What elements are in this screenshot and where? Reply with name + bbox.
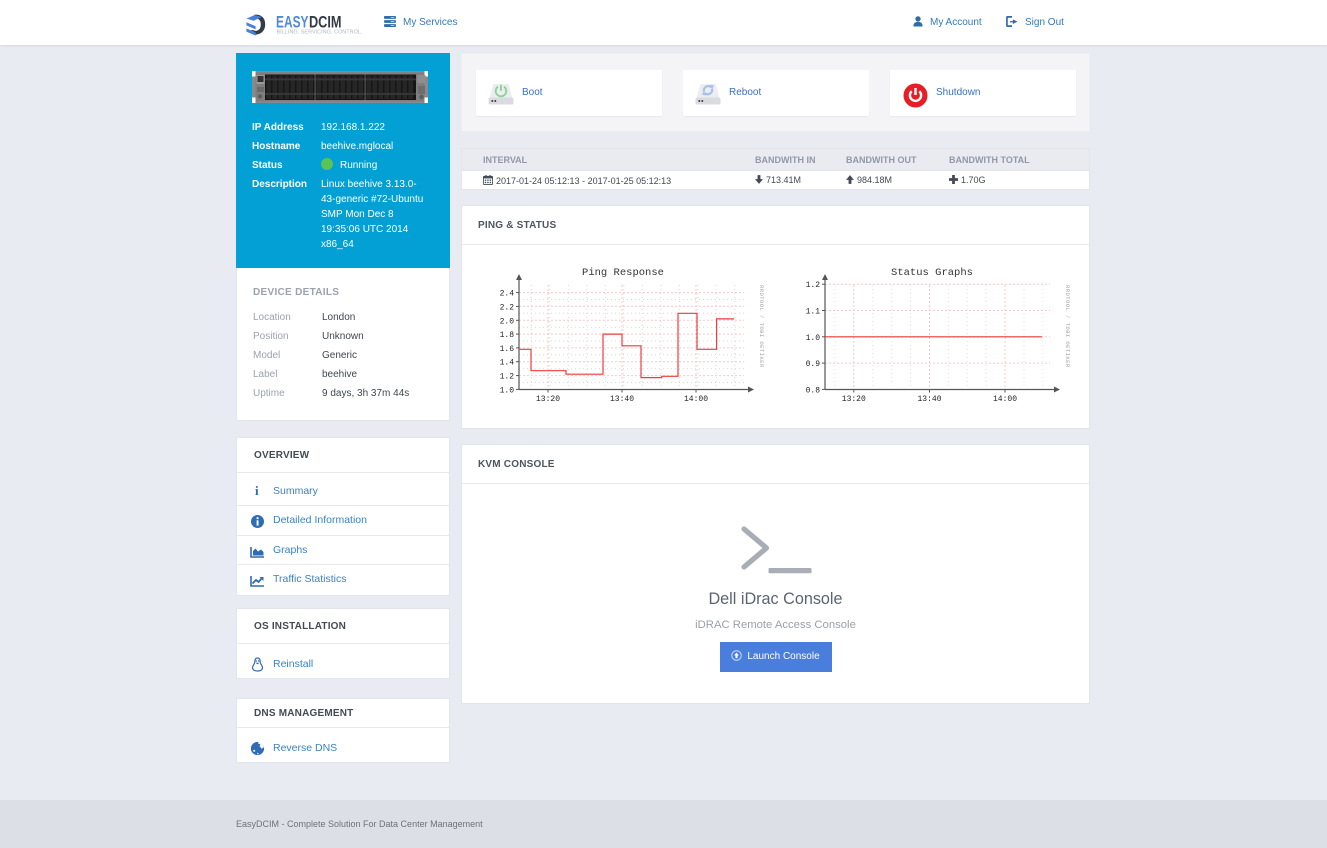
svg-text:RRDTOOL / TOBI OETIKER: RRDTOOL / TOBI OETIKER xyxy=(1064,285,1071,368)
svg-text:0.9: 0.9 xyxy=(806,360,821,369)
svg-text:13:40: 13:40 xyxy=(610,395,634,404)
svg-text:14:00: 14:00 xyxy=(993,395,1017,404)
svg-text:DCIM: DCIM xyxy=(309,13,342,31)
svg-text:Status Graphs: Status Graphs xyxy=(891,267,973,279)
svg-text:BILLING. SERVICING. CONTROL.: BILLING. SERVICING. CONTROL. xyxy=(277,30,363,36)
svg-text:1.0: 1.0 xyxy=(806,334,821,343)
svg-text:13:20: 13:20 xyxy=(842,395,866,404)
svg-text:2.0: 2.0 xyxy=(500,317,515,326)
svg-text:0.8: 0.8 xyxy=(806,386,821,395)
svg-text:2.2: 2.2 xyxy=(500,303,515,312)
svg-text:Ping Response: Ping Response xyxy=(582,267,664,279)
svg-text:1.1: 1.1 xyxy=(806,308,821,317)
svg-text:RRDTOOL / TOBI OETIKER: RRDTOOL / TOBI OETIKER xyxy=(758,285,765,368)
svg-text:13:40: 13:40 xyxy=(917,395,941,404)
svg-text:13:20: 13:20 xyxy=(536,395,560,404)
svg-text:1.2: 1.2 xyxy=(806,281,821,290)
svg-text:1.4: 1.4 xyxy=(500,359,515,368)
svg-text:1.8: 1.8 xyxy=(500,331,515,340)
svg-text:1.6: 1.6 xyxy=(500,345,515,354)
svg-text:EASY: EASY xyxy=(276,13,309,31)
svg-text:1.0: 1.0 xyxy=(500,386,515,395)
svg-text:i: i xyxy=(255,483,259,498)
svg-text:2.4: 2.4 xyxy=(500,290,515,299)
svg-text:14:00: 14:00 xyxy=(684,395,708,404)
svg-text:1.2: 1.2 xyxy=(500,373,515,382)
